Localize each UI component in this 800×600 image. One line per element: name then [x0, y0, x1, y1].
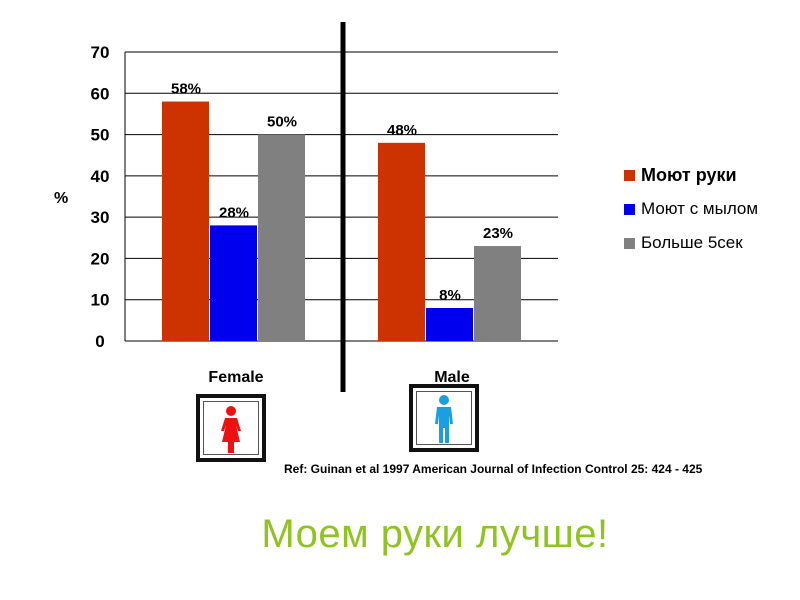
slogan: Моем руки лучше!	[261, 512, 609, 556]
data-label: 58%	[171, 81, 201, 98]
y-axis-label: %	[54, 190, 69, 207]
y-tick-label: 30	[91, 208, 110, 227]
data-label: 50%	[267, 114, 297, 131]
category-labels: Female Male	[208, 369, 469, 386]
bar	[378, 142, 425, 341]
y-tick-label: 0	[95, 332, 104, 351]
data-label: 48%	[387, 122, 417, 139]
y-tick-label: 60	[91, 84, 110, 103]
legend-swatch	[624, 203, 635, 215]
data-label: 8%	[439, 287, 461, 304]
y-tick-label: 20	[91, 249, 110, 268]
data-label: 28%	[219, 204, 249, 221]
bar	[162, 101, 209, 342]
legend-label: Больше 5сек	[641, 233, 743, 252]
bar	[210, 225, 257, 341]
legend-item: Моют руки	[624, 158, 758, 192]
y-tick-label: 70	[91, 43, 110, 62]
legend-swatch	[624, 169, 635, 181]
data-label: 23%	[483, 225, 513, 242]
legend-label: Моют руки	[641, 164, 737, 185]
legend-swatch	[624, 237, 635, 249]
female-icon-frame	[196, 394, 266, 462]
bars	[162, 101, 521, 342]
male-icon-frame	[409, 384, 479, 452]
data-labels: 58% 48% 28% 8% 50% 23%	[171, 81, 513, 304]
y-tick-label: 50	[91, 126, 110, 145]
legend-item: Моют с мылом	[624, 192, 758, 226]
y-axis-ticks: 0 10 20 30 40 50 60 70	[91, 43, 110, 351]
bar	[474, 246, 521, 341]
reference-text: Ref: Guinan et al 1997 American Journal …	[284, 462, 703, 476]
bar	[426, 307, 473, 341]
category-label: Female	[208, 369, 263, 386]
male-figure-icon	[435, 395, 453, 443]
y-tick-label: 10	[91, 291, 110, 310]
category-label: Male	[434, 369, 470, 386]
y-tick-label: 40	[91, 167, 110, 186]
bar	[258, 134, 305, 341]
legend: Моют руки Моют с мылом Больше 5сек	[624, 158, 758, 260]
legend-label: Моют с мылом	[641, 199, 759, 218]
female-figure-icon	[221, 406, 241, 453]
legend-item: Больше 5сек	[624, 226, 758, 260]
